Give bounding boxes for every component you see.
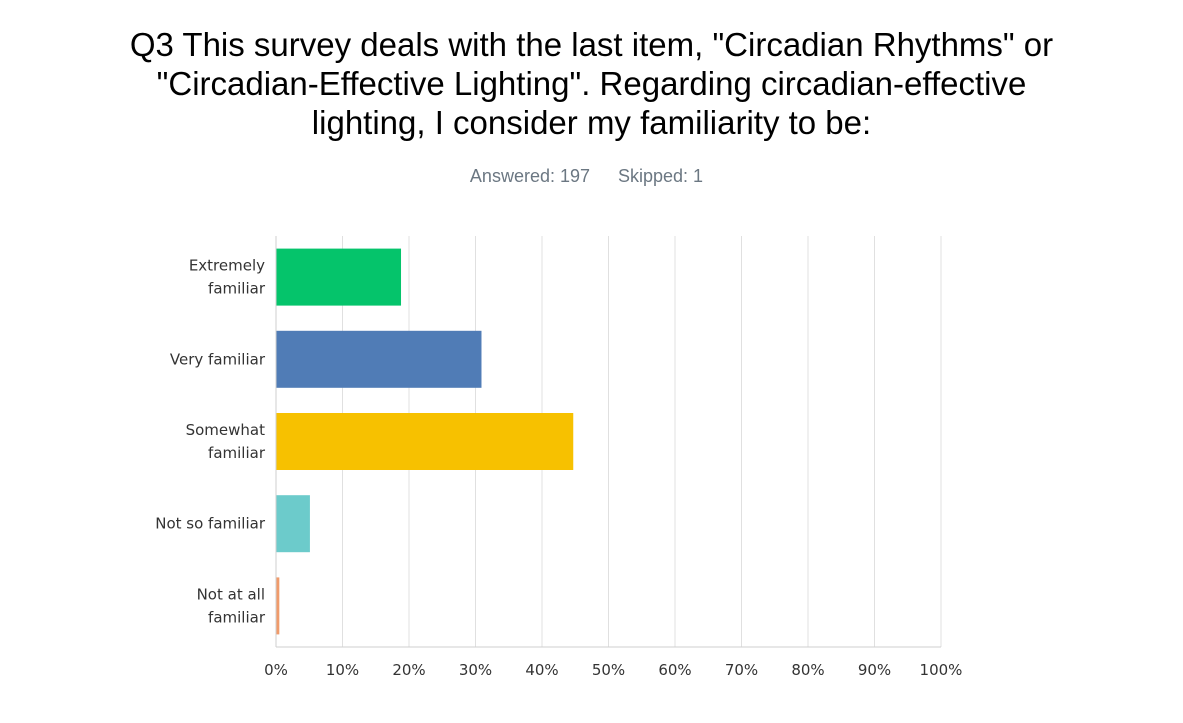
skipped-count: Skipped: 1 (618, 166, 704, 186)
category-label: Not at all (197, 585, 265, 603)
title-line: "Circadian-Effective Lighting". Regardin… (156, 65, 1027, 102)
x-tick-label: 50% (592, 661, 625, 679)
x-tick-label: 40% (525, 661, 558, 679)
x-tick-label: 60% (658, 661, 691, 679)
category-label: Not so familiar (155, 515, 266, 533)
title-line: lighting, I consider my familiarity to b… (311, 104, 872, 141)
bar (276, 248, 402, 306)
x-tick-label: 10% (326, 661, 359, 679)
x-tick-label: 100% (920, 661, 963, 679)
category-label: Extremely (189, 257, 265, 275)
answered-count: Answered: 197 (469, 166, 590, 186)
bar (276, 330, 482, 388)
bar (276, 413, 574, 470)
title-line: Q3 This survey deals with the last item,… (129, 26, 1054, 63)
category-label: Somewhat (186, 421, 266, 439)
x-tick-label: 20% (392, 661, 425, 679)
x-tick-label: 0% (264, 661, 288, 679)
category-label: familiar (208, 608, 266, 626)
chart-title: Q3 This survey deals with the last item,… (60, 25, 1123, 142)
response-stats: Answered: 197 Skipped: 1 (0, 166, 1173, 187)
x-tick-label: 90% (858, 661, 891, 679)
category-label: familiar (208, 280, 266, 298)
category-label: Very familiar (170, 350, 266, 368)
x-tick-label: 70% (725, 661, 758, 679)
x-tick-label: 80% (791, 661, 824, 679)
bar (276, 495, 310, 553)
category-label: familiar (208, 444, 266, 462)
x-tick-label: 30% (459, 661, 492, 679)
bar (276, 577, 280, 635)
